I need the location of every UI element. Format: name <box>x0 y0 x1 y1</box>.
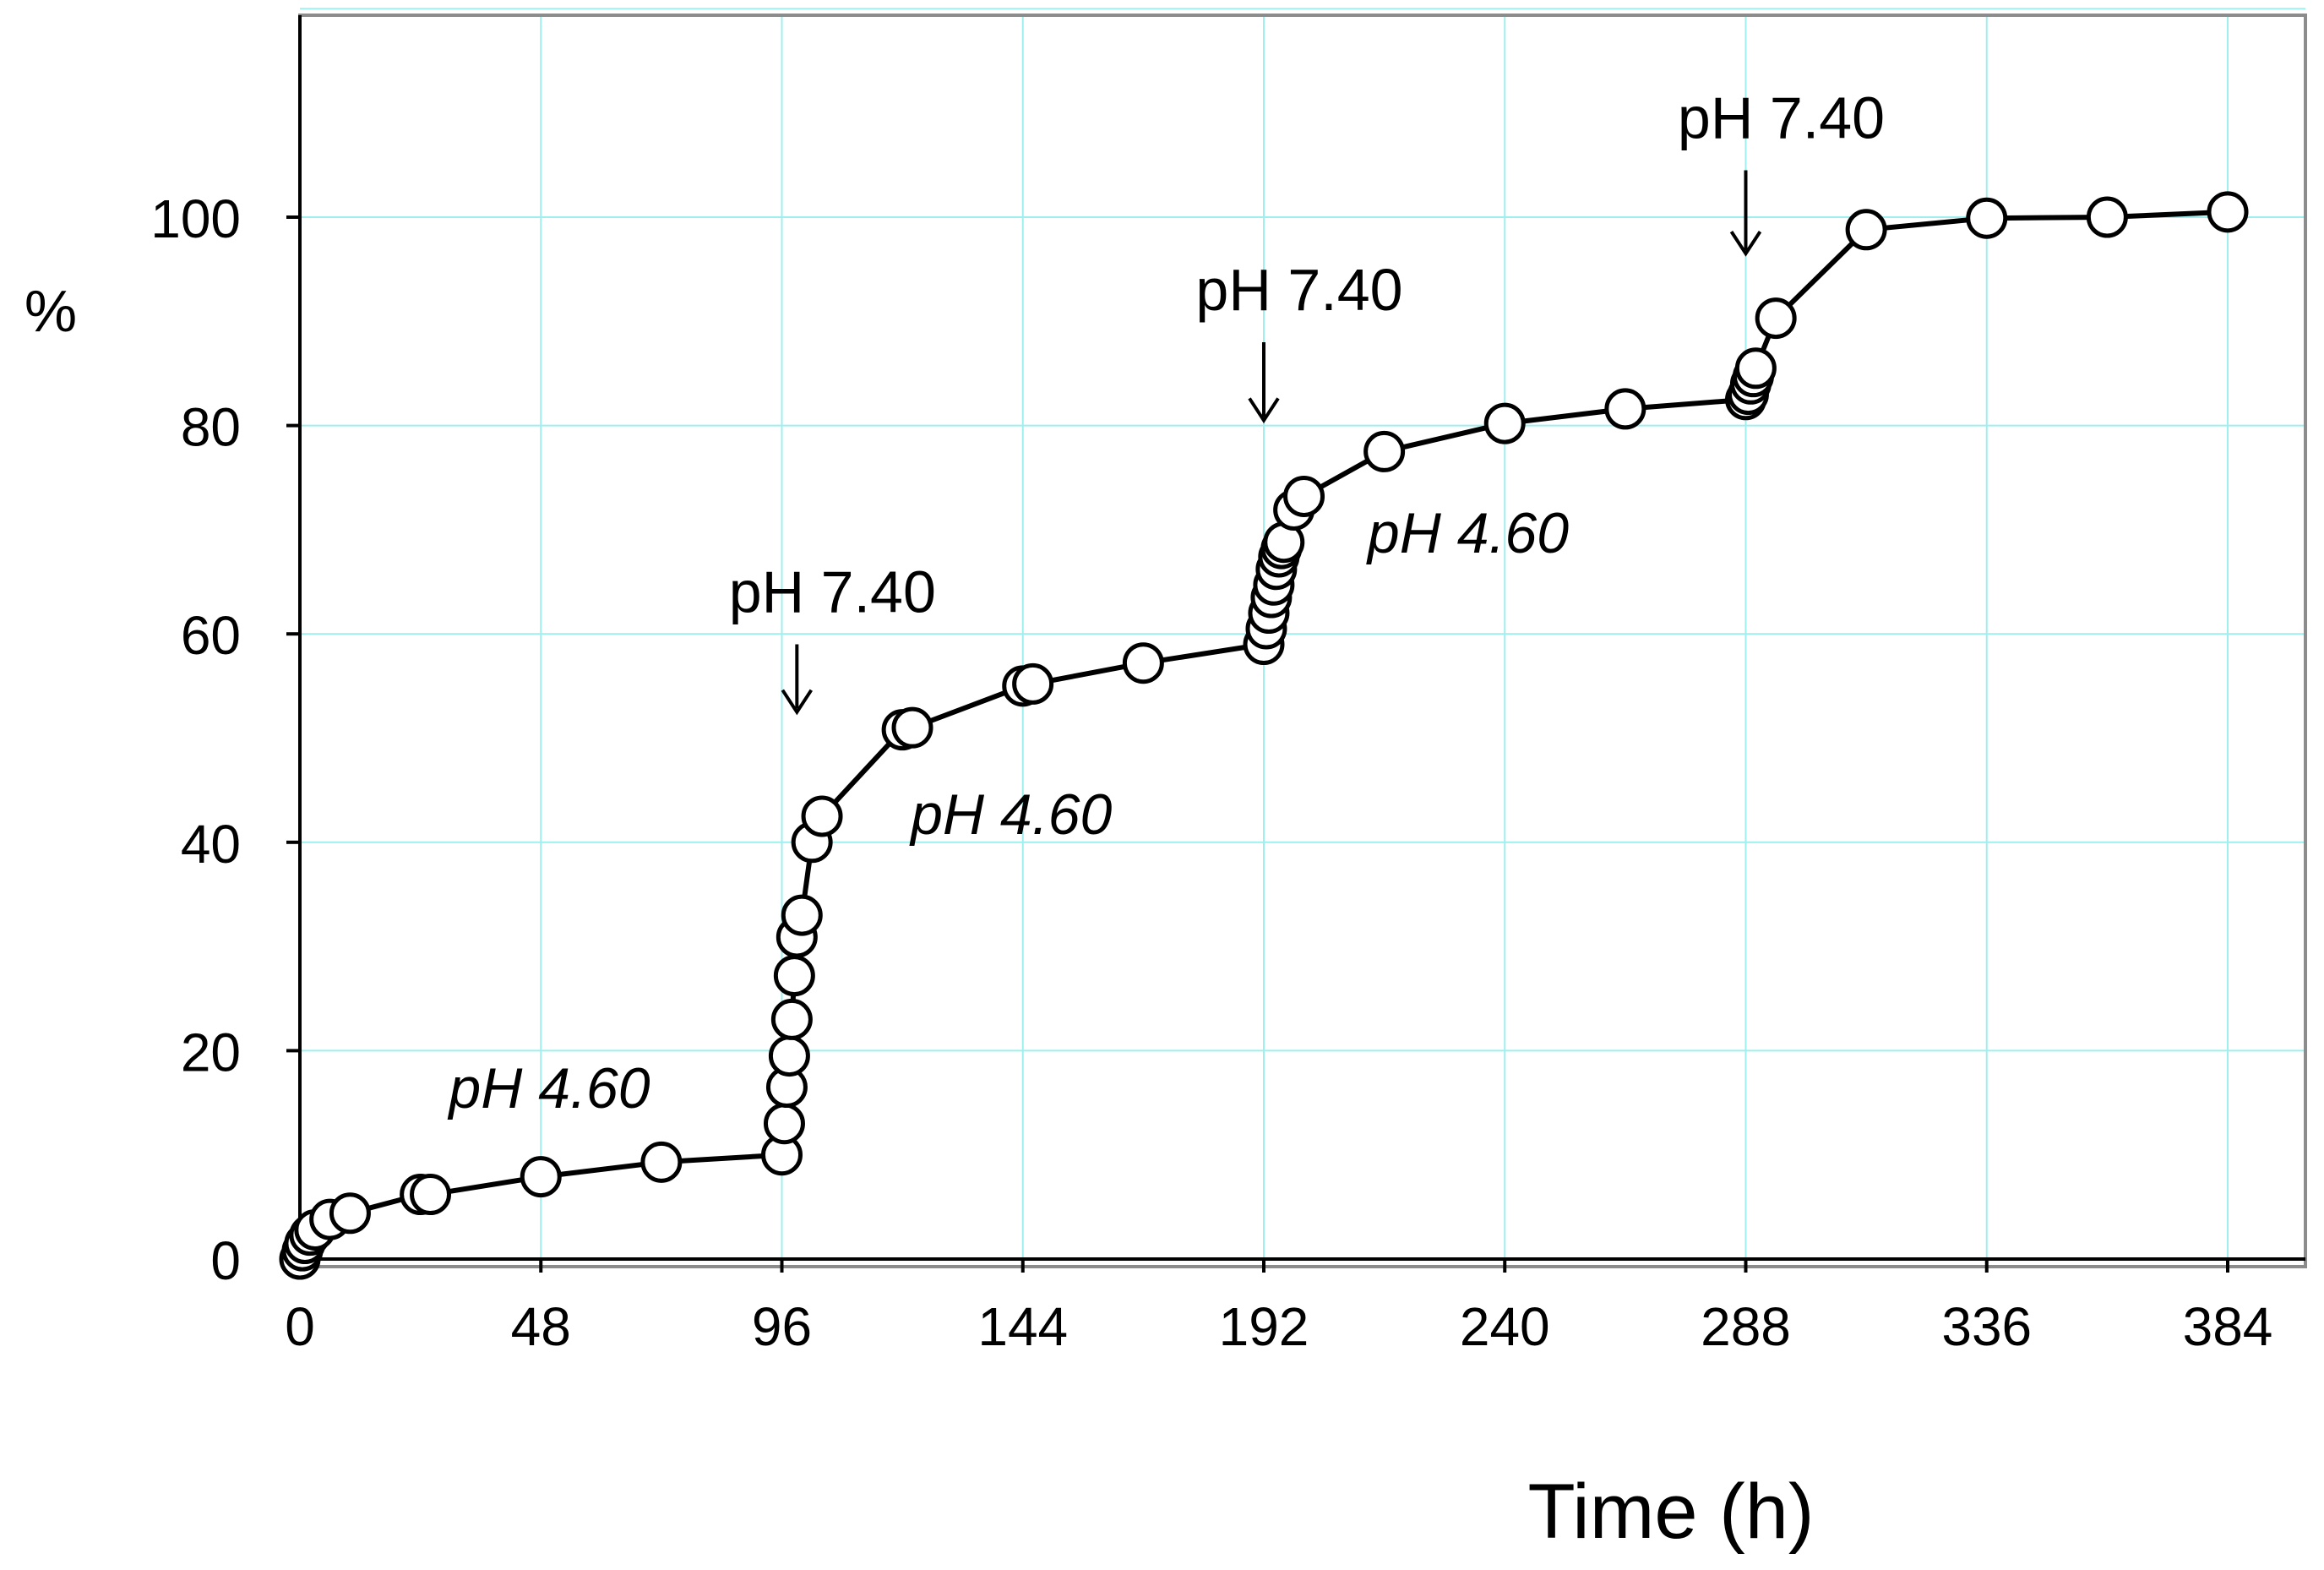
y-tick-label: 0 <box>210 1230 241 1291</box>
data-point <box>773 955 815 997</box>
series-group <box>279 191 2249 1280</box>
x-axis-title: Time (h) <box>1527 1469 1814 1555</box>
data-point <box>1283 475 1325 517</box>
annotation-region-label: pH 4.60 <box>909 782 1112 847</box>
data-point <box>2086 196 2128 238</box>
annotation-arrowhead <box>1248 397 1280 424</box>
data-point <box>329 1192 371 1235</box>
x-tick-label: 144 <box>977 1296 1068 1357</box>
data-point <box>2207 191 2249 233</box>
x-tick-label: 192 <box>1219 1296 1309 1357</box>
y-tick-label: 80 <box>181 397 241 458</box>
data-point <box>1122 642 1164 684</box>
x-tick-label: 240 <box>1460 1296 1550 1357</box>
annotation-region-label: pH 4.60 <box>1366 501 1569 565</box>
x-tick-label: 288 <box>1701 1296 1791 1357</box>
data-point <box>1845 209 1887 251</box>
data-point <box>520 1156 562 1198</box>
annotation-arrowhead <box>781 689 814 716</box>
y-tick-label: 100 <box>150 188 241 249</box>
y-tick-label: 40 <box>181 814 241 875</box>
y-tick-label: 60 <box>181 605 241 666</box>
data-point <box>1363 430 1406 472</box>
data-point <box>801 795 843 837</box>
y-tick-label: 20 <box>181 1022 241 1082</box>
data-point <box>1483 402 1526 444</box>
annotation-region-label: pH 4.60 <box>447 1056 650 1120</box>
x-tick-label: 48 <box>511 1296 571 1357</box>
data-point <box>1604 388 1646 430</box>
data-point <box>640 1141 683 1183</box>
data-point <box>763 1103 805 1145</box>
data-point <box>1755 297 1797 340</box>
x-tick-label: 0 <box>285 1296 315 1357</box>
data-point <box>1012 662 1054 705</box>
x-tick-label: 336 <box>1941 1296 2032 1357</box>
y-ticks: 0 20 40 60 80 100 <box>150 188 300 1291</box>
data-point <box>410 1174 452 1216</box>
y-axis-title: % <box>24 278 77 344</box>
x-ticks: 0 48 96 144 192 240 288 336 384 <box>285 1259 2272 1357</box>
annotation-label: pH 7.40 <box>1678 85 1885 151</box>
data-point <box>768 1035 810 1077</box>
data-point <box>891 706 933 749</box>
data-point <box>781 894 823 936</box>
data-point <box>1966 197 2008 239</box>
x-tick-label: 96 <box>752 1296 812 1357</box>
annotations: pH 7.40 pH 7.40 pH 7.40 pH 4.60 pH 4.60 pH 4.… <box>447 85 1885 1121</box>
annotation-label: pH 7.40 <box>1195 257 1402 323</box>
data-point <box>1734 347 1777 390</box>
annotation-label: pH 7.40 <box>729 559 936 625</box>
x-tick-label: 384 <box>2183 1296 2273 1357</box>
data-point <box>770 998 813 1040</box>
annotation-arrowhead <box>1729 231 1762 257</box>
